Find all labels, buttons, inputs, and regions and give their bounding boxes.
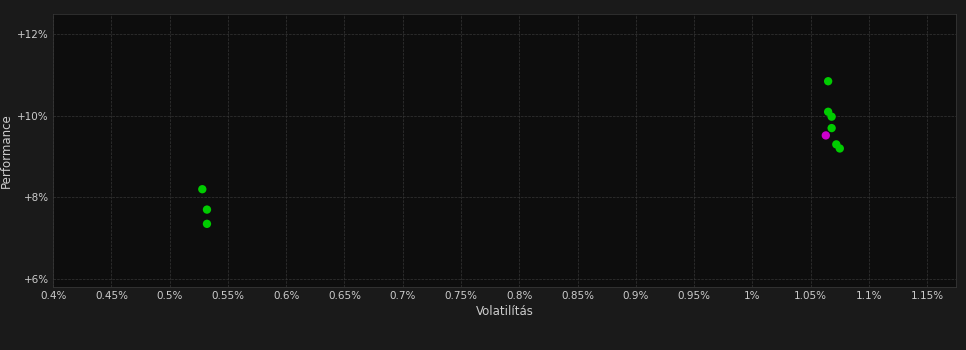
Point: [820, 109, 836, 114]
X-axis label: Volatilítás: Volatilítás: [476, 305, 533, 318]
Point: [818, 133, 834, 138]
Point: [824, 114, 839, 119]
Point: [829, 142, 844, 147]
Y-axis label: Performance: Performance: [0, 113, 14, 188]
Point: [824, 125, 839, 131]
Point: [832, 146, 847, 151]
Point: [199, 221, 214, 227]
Point: [199, 207, 214, 212]
Point: [194, 187, 210, 192]
Point: [820, 78, 836, 84]
